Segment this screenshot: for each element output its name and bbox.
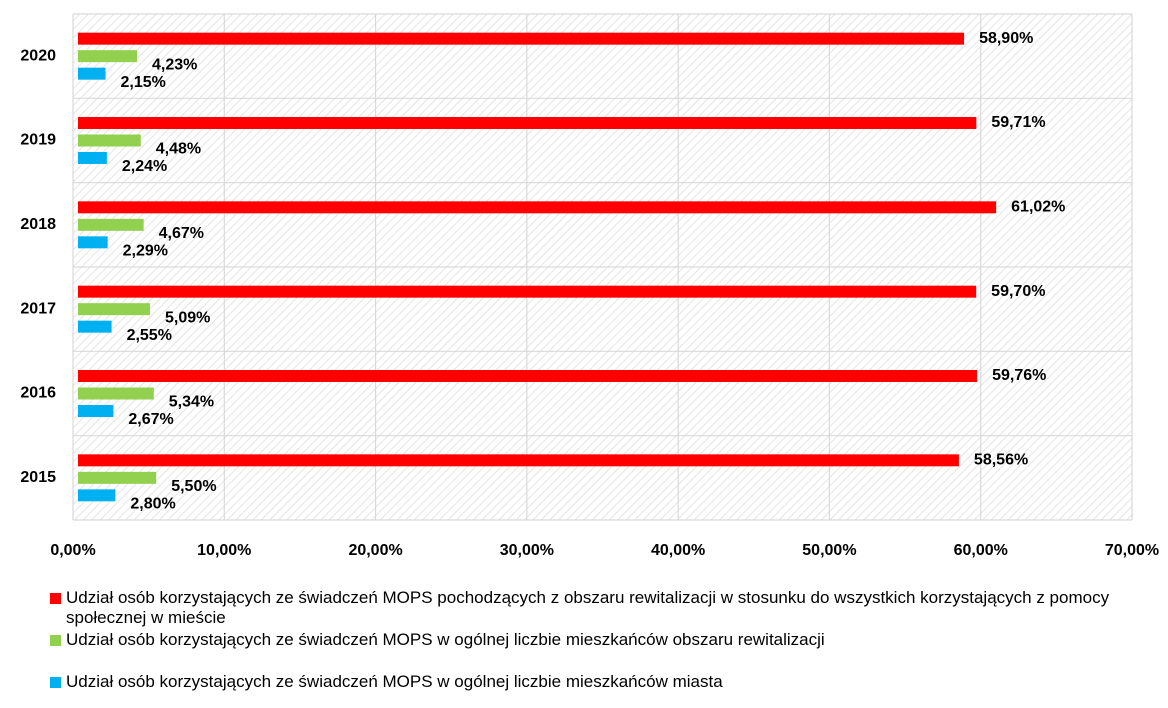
bar-2019-series-2 (78, 134, 141, 147)
y-tick-label-2017: 2017 (20, 300, 56, 317)
bar-2019-series-3 (78, 152, 107, 164)
legend-label-series-1: Udział osób korzystających ze świadczeń … (66, 588, 1110, 627)
bar-2018-series-3 (78, 236, 108, 249)
legend-label-series-3: Udział osób korzystających ze świadczeń … (66, 672, 723, 691)
x-tick-label-7: 70,00% (1105, 542, 1159, 559)
labels-layer: 58,56% 5,50%2,80% 59,76% 5,34%2,67% 59,70% 5,… (121, 30, 1066, 513)
chart-svg: 58,56% 5,50%2,80% 59,76% 5,34%2,67% 59,70% 5,… (20, 13, 1159, 559)
bar-2020-series-3 (78, 67, 106, 80)
data-label-2020-series-3: 2,15% (121, 74, 166, 91)
data-label-2018-series-2: 4,67% (159, 225, 204, 242)
data-label-2015-series-1: 58,56% (974, 452, 1028, 469)
y-tick-label-2015: 2015 (20, 469, 56, 486)
x-tick-label-1: 10,00% (197, 542, 251, 559)
bar-2017-series-1 (78, 285, 977, 298)
data-label-2016-series-1: 59,76% (992, 367, 1046, 384)
bars-layer (78, 32, 997, 502)
legend-item-series-1: Udział osób korzystających ze świadczeń … (48, 588, 1148, 628)
data-label-2019-series-3: 2,24% (122, 158, 167, 175)
legend-swatch-green (50, 635, 61, 646)
axis-layer: 2015 2016 2017 2018 2019 2020 0,00% 10,00% 20,00… (20, 47, 1159, 559)
y-tick-label-2019: 2019 (20, 132, 56, 149)
data-label-2016-series-2: 5,34% (169, 394, 214, 411)
legend-item-series-3: Udział osób korzystających ze świadczeń … (48, 672, 1148, 692)
data-label-2018-series-3: 2,29% (123, 243, 168, 260)
grid-layer (72, 13, 1133, 521)
y-tick-label-2016: 2016 (20, 385, 56, 402)
legend-swatch-red (50, 593, 61, 604)
data-label-2016-series-3: 2,67% (128, 411, 173, 428)
bar-2016-series-3 (78, 405, 114, 417)
bar-2015-series-1 (78, 454, 959, 467)
x-tick-label-0: 0,00% (50, 542, 95, 559)
y-tick-label-2020: 2020 (20, 47, 56, 64)
bar-2019-series-1 (78, 117, 977, 129)
legend-label-series-2: Udział osób korzystających ze świadczeń … (66, 630, 825, 649)
data-label-2019-series-2: 4,48% (156, 141, 201, 158)
data-label-2015-series-3: 2,80% (130, 496, 175, 513)
bar-2020-series-1 (78, 32, 965, 45)
data-label-2019-series-1: 59,71% (991, 114, 1045, 131)
x-tick-label-5: 50,00% (802, 542, 856, 559)
data-label-2017-series-3: 2,55% (127, 327, 172, 344)
data-label-2017-series-1: 59,70% (991, 283, 1045, 300)
data-label-2017-series-2: 5,09% (165, 309, 210, 326)
data-label-2020-series-1: 58,90% (979, 30, 1033, 47)
bar-2017-series-2 (78, 303, 151, 316)
bar-2018-series-1 (78, 201, 997, 214)
bar-2016-series-1 (78, 370, 978, 382)
bar-2015-series-3 (78, 489, 116, 502)
bar-chart: 58,56% 5,50% 2,80% 59,76% 5,34% 2,67% 59,70% 5,… (20, 13, 1159, 559)
bar-2017-series-3 (78, 320, 112, 333)
data-label-2020-series-2: 4,23% (152, 56, 197, 73)
bar-2015-series-2 (78, 471, 157, 484)
bar-2016-series-2 (78, 387, 154, 400)
data-label-2018-series-1: 61,02% (1011, 199, 1065, 216)
data-label-2015-series-2: 5,50% (171, 478, 216, 495)
bar-2020-series-2 (78, 50, 137, 63)
x-tick-label-4: 40,00% (651, 542, 705, 559)
y-tick-label-2018: 2018 (20, 216, 56, 233)
x-tick-label-3: 30,00% (500, 542, 554, 559)
legend-swatch-blue (50, 677, 61, 688)
x-tick-label-6: 60,00% (954, 542, 1008, 559)
bar-2018-series-2 (78, 218, 144, 231)
legend-item-series-2: Udział osób korzystających ze świadczeń … (48, 630, 1148, 650)
x-tick-label-2: 20,00% (348, 542, 402, 559)
legend: Udział osób korzystających ze świadczeń … (48, 588, 1148, 694)
